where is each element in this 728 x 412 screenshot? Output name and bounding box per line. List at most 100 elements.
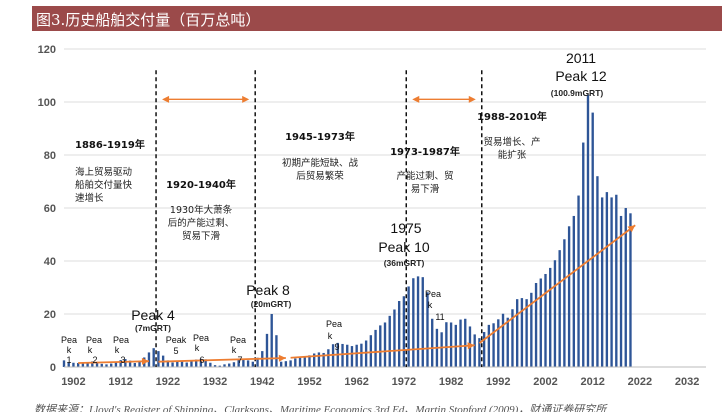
bar [624, 208, 627, 367]
bar [379, 325, 382, 367]
bar [124, 359, 127, 367]
bar [91, 361, 94, 367]
peak-6-l3: 6 [199, 355, 204, 365]
x-tick-label: 2012 [580, 376, 604, 388]
bar [563, 239, 566, 367]
era-5-title: 1988-2010年 [477, 110, 547, 123]
bar [558, 250, 561, 367]
peak-2-l2: k [88, 345, 93, 355]
era-5-desc-line-2: 能扩张 [498, 149, 527, 161]
era-arrow-head [242, 95, 250, 103]
bar [346, 344, 349, 367]
bar [629, 213, 632, 367]
x-tick-label: 1972 [392, 376, 416, 388]
bar [492, 323, 495, 367]
gridlines [64, 48, 706, 368]
bar [72, 362, 75, 367]
bar [194, 359, 198, 367]
peak-11-l2: k [428, 300, 433, 310]
bar [393, 309, 396, 367]
bar [383, 322, 387, 367]
bar [364, 340, 368, 367]
bar [190, 360, 193, 367]
bar [256, 357, 259, 367]
bar [619, 215, 623, 367]
x-tick-label: 2002 [533, 376, 557, 388]
bar [110, 363, 113, 367]
bar [360, 343, 363, 367]
peak-2-l3: 2 [92, 355, 97, 365]
bar [534, 282, 538, 367]
y-tick-label: 100 [38, 97, 56, 109]
peak-7-l3: 7 [237, 355, 242, 365]
bar [265, 333, 269, 367]
era-4-desc-line-1: 产能过剩、贸 [396, 170, 453, 182]
bar [218, 365, 221, 367]
bars [62, 94, 632, 367]
bar [416, 276, 420, 367]
bar [204, 359, 207, 367]
bar [402, 296, 406, 367]
x-tick-label: 1922 [156, 376, 180, 388]
peak-4-sub: (7mGRT) [135, 323, 171, 333]
peak-12-year: 2011 [566, 50, 596, 66]
peak-10-year: 1975 [390, 220, 421, 236]
bar [421, 277, 424, 367]
bar [350, 346, 354, 367]
bar [270, 314, 273, 367]
bar [473, 334, 476, 367]
bar [355, 344, 358, 367]
bar [464, 318, 467, 367]
trend-line [478, 224, 636, 344]
bar [412, 278, 415, 367]
bar [530, 292, 533, 367]
bar [327, 349, 330, 367]
peak-3-l2: k [115, 345, 120, 355]
era-dividers [155, 70, 483, 367]
bar [67, 362, 70, 367]
bar [407, 286, 410, 367]
bar [369, 335, 373, 367]
bar [549, 267, 552, 367]
bar [303, 356, 306, 367]
bar [81, 363, 85, 367]
era-1-desc-line-2: 船舶交付量快 [75, 179, 133, 191]
bar [228, 363, 231, 367]
bar [289, 360, 292, 367]
era-1-title: 1886-1919年 [75, 138, 145, 151]
bar [431, 318, 434, 367]
bar [223, 364, 226, 367]
bar [553, 260, 557, 367]
bar [497, 319, 500, 367]
x-tick-label: 1982 [439, 376, 463, 388]
y-tick-label: 60 [44, 203, 56, 215]
y-tick-label: 120 [38, 44, 56, 56]
bar [138, 361, 141, 367]
bar [544, 273, 547, 367]
bar [284, 361, 288, 367]
bar [298, 357, 302, 367]
x-tick-label: 1902 [61, 376, 85, 388]
x-tick-label: 2022 [628, 376, 652, 388]
peak-5-l2: 5 [173, 346, 178, 356]
peak-8-sub: (20mGRT) [251, 299, 292, 309]
peak-6-l2: k [195, 343, 200, 353]
era-2-desc-line-3: 贸易下滑 [182, 230, 221, 242]
bar [582, 142, 585, 367]
x-tick-label: 1952 [297, 376, 321, 388]
bar [341, 343, 344, 367]
bar [147, 352, 151, 367]
bar [166, 360, 170, 367]
bar [209, 362, 212, 367]
bar [605, 192, 609, 367]
peak-3-l3: 3 [120, 355, 125, 365]
peak-4-title: Peak 4 [131, 307, 175, 323]
peak-9-l3: 9 [334, 342, 339, 352]
bar [62, 360, 66, 367]
peak-1-l2: k [67, 345, 72, 355]
bar [95, 362, 99, 367]
bar [100, 363, 103, 367]
trend-lines [78, 224, 636, 365]
bar [157, 351, 160, 367]
